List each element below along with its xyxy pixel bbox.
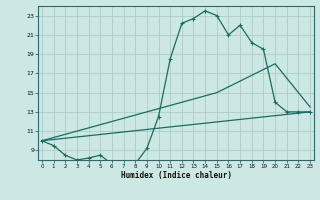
X-axis label: Humidex (Indice chaleur): Humidex (Indice chaleur): [121, 171, 231, 180]
